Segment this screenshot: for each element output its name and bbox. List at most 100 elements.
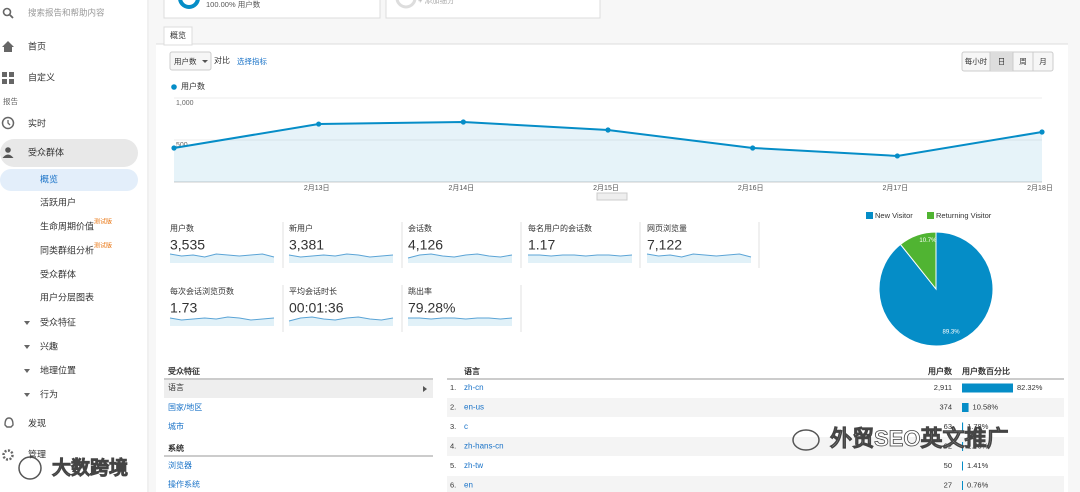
nav-subitem[interactable]: 活跃用户 — [40, 196, 76, 207]
sparkline — [646, 253, 752, 258]
row-users: 62 — [944, 441, 952, 450]
dimension-link[interactable]: 国家/地区 — [168, 402, 202, 412]
metric-label: 每次会话浏览页数 — [170, 286, 234, 296]
range-handle[interactable] — [596, 192, 628, 201]
nav-subitem[interactable]: 概览 — [40, 173, 58, 184]
beta-badge: 测试版 — [94, 242, 112, 250]
metric-select[interactable]: 用户数 — [174, 56, 197, 66]
pct-bar — [962, 442, 964, 451]
granularity-button[interactable]: 周 — [1019, 57, 1027, 66]
nav-item[interactable]: 发现 — [28, 417, 46, 428]
tab[interactable] — [163, 26, 193, 46]
nav-item[interactable]: 受众群体 — [28, 146, 64, 157]
segment-ring — [395, 0, 417, 9]
segment-card[interactable] — [163, 0, 381, 19]
granularity-button[interactable]: 日 — [998, 57, 1006, 66]
metric-value: 7,122 — [647, 237, 682, 253]
legend-swatch — [927, 212, 934, 219]
line-area — [174, 122, 1042, 182]
row-language[interactable]: zh-tw — [464, 461, 483, 470]
row-pct: 82.32% — [1017, 383, 1043, 392]
metric-label: 每名用户的会话数 — [528, 223, 592, 233]
dimension-link[interactable]: 城市 — [168, 421, 184, 431]
watermark: 外贸SEO英文推广 — [830, 426, 1008, 451]
column-header: 语言 — [464, 366, 480, 376]
nav-heading: 报告 — [3, 96, 18, 106]
custom-icon — [2, 72, 14, 84]
nav-subitem[interactable]: 受众特征 — [40, 316, 76, 327]
nav-active-group — [0, 139, 138, 167]
nav-subitem[interactable]: 兴趣 — [40, 340, 58, 351]
legend-label: Returning Visitor — [936, 211, 992, 220]
row-rank: 4. — [450, 441, 456, 450]
pct-bar — [962, 422, 964, 432]
legend-swatch — [171, 84, 177, 90]
nav-item[interactable]: 首页 — [28, 40, 46, 51]
x-tick-label: 2月17日 — [882, 184, 908, 192]
sparkline — [169, 253, 275, 258]
nav-item[interactable]: 实时 — [28, 117, 46, 128]
admin-icon — [2, 449, 14, 461]
selected-arrow — [423, 386, 427, 392]
beta-badge: 测试版 — [94, 218, 112, 226]
nav-subitem[interactable]: 地理位置 — [40, 364, 76, 375]
nav-subitem[interactable]: 行为 — [40, 388, 58, 399]
row-stripe — [447, 476, 1064, 492]
search-box[interactable]: 搜索报告和帮助内容 — [28, 7, 105, 17]
realtime-icon — [7, 120, 11, 126]
granularity-button[interactable]: 每小时 — [965, 56, 988, 66]
row-language[interactable]: c — [464, 422, 468, 431]
nav-subitem[interactable]: 同类群组分析 — [40, 244, 94, 255]
row-language[interactable]: zh-hans-cn — [464, 442, 504, 451]
metric-label: 网页浏览量 — [647, 223, 687, 233]
sparkline-area — [408, 254, 512, 263]
nav-subitem[interactable]: 受众群体 — [40, 268, 76, 279]
watermark: 大数跨境 — [52, 456, 128, 479]
nav-subitem[interactable]: 用户分层图表 — [40, 291, 94, 302]
row-pct: 0.76% — [967, 480, 989, 489]
metric-label: 平均会话时长 — [289, 286, 337, 296]
sparkline — [169, 316, 275, 321]
row-language[interactable]: en-us — [464, 403, 484, 412]
pct-bar — [962, 461, 963, 471]
line-point — [894, 153, 900, 159]
segment-ring — [178, 0, 200, 9]
row-rank: 2. — [450, 402, 456, 411]
row-language[interactable]: en — [464, 481, 473, 490]
sparkline — [288, 253, 394, 258]
expand-arrow — [24, 321, 30, 325]
sparkline-area — [647, 254, 751, 263]
row-language[interactable]: zh-cn — [464, 383, 484, 392]
compare-label: 对比 — [214, 55, 230, 65]
expand-arrow — [24, 345, 30, 349]
dimension-link[interactable]: 浏览器 — [168, 460, 192, 470]
sparkline — [288, 316, 394, 322]
dimension-link[interactable]: 操作系统 — [168, 479, 200, 489]
metric-label: 跳出率 — [408, 286, 432, 296]
granularity-button[interactable]: 月 — [1039, 57, 1047, 66]
metric-label: 用户数 — [170, 223, 194, 233]
pct-bar — [962, 403, 969, 412]
metric-value: 3,535 — [170, 237, 205, 253]
row-users: 374 — [939, 402, 952, 411]
metric-dropdown[interactable] — [169, 51, 212, 71]
pie-slice — [878, 231, 994, 347]
realtime-icon — [1, 116, 15, 130]
segment-card[interactable] — [385, 0, 601, 19]
row-rank: 1. — [450, 383, 456, 392]
metric-value: 1.73 — [170, 300, 197, 316]
dimension-link[interactable]: 语言 — [168, 382, 184, 392]
home-icon — [2, 41, 14, 52]
expand-arrow — [24, 393, 30, 397]
nav-item[interactable]: 自定义 — [28, 71, 55, 82]
x-tick-label: 2月15日 — [593, 184, 619, 192]
choose-metric-link[interactable]: 选择指标 — [237, 56, 267, 66]
nav-subitem[interactable]: 生命周期价值 — [40, 220, 94, 231]
metric-label: 会话数 — [408, 223, 432, 233]
line-point — [1039, 129, 1045, 135]
nav-item[interactable]: 管理 — [28, 448, 46, 459]
dimension-heading: 受众特征 — [168, 366, 200, 376]
sparkline — [528, 254, 633, 257]
row-stripe — [447, 398, 1064, 417]
row-rank: 3. — [450, 422, 456, 431]
